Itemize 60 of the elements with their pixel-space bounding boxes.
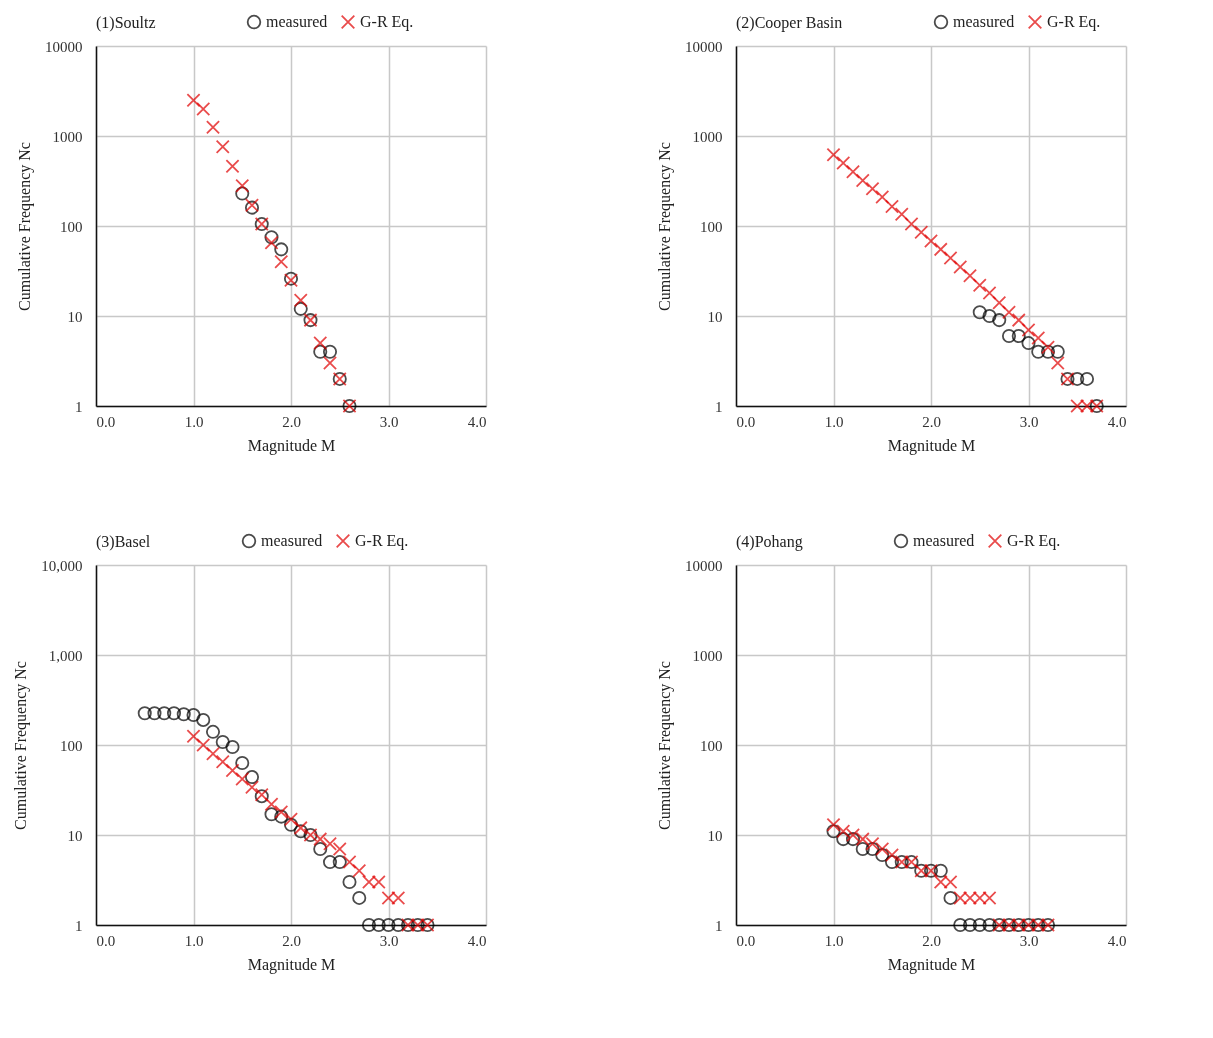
y-axis-title: Cumulative Frequency Nc — [12, 661, 31, 830]
x-tick-label: 4.0 — [1107, 932, 1127, 949]
y-tick-label: 1 — [75, 398, 83, 415]
x-axis-title: Magnitude M — [247, 436, 336, 455]
legend-label: G-R Eq. — [1007, 532, 1061, 551]
y-axis-title: Cumulative Frequency Nc — [656, 661, 674, 830]
x-tick-label: 0.0 — [736, 932, 756, 949]
x-tick-label: 0.0 — [96, 413, 116, 430]
x-tick-label: 1.0 — [184, 932, 204, 949]
x-axis-title: Magnitude M — [887, 436, 976, 455]
y-tick-label: 10000 — [685, 557, 723, 574]
legend-label: G-R Eq. — [360, 13, 414, 32]
y-tick-label: 1000 — [52, 128, 83, 145]
legend-label: G-R Eq. — [355, 532, 409, 551]
x-tick-label: 4.0 — [1107, 413, 1127, 430]
y-tick-label: 1 — [715, 917, 723, 934]
y-tick-label: 1,000 — [48, 647, 83, 664]
y-tick-label: 1000 — [692, 647, 723, 664]
x-tick-label: 2.0 — [922, 932, 941, 949]
legend-label: measured — [913, 532, 975, 550]
legend-label: measured — [261, 532, 323, 550]
y-tick-label: 10 — [707, 308, 723, 325]
x-tick-label: 2.0 — [282, 413, 301, 430]
y-tick-label: 10000 — [45, 38, 83, 55]
legend-label: measured — [953, 13, 1015, 31]
x-tick-label: 1.0 — [824, 932, 844, 949]
y-tick-label: 10,000 — [41, 557, 83, 574]
x-tick-label: 3.0 — [379, 413, 399, 430]
y-tick-label: 100 — [700, 218, 723, 235]
y-tick-label: 10 — [67, 827, 83, 844]
x-tick-label: 4.0 — [467, 413, 487, 430]
x-tick-label: 3.0 — [1019, 413, 1039, 430]
y-tick-label: 1 — [715, 398, 723, 415]
legend-label: measured — [266, 13, 328, 31]
chart-title: (1)Soultz — [96, 14, 156, 32]
x-tick-label: 0.0 — [96, 932, 116, 949]
y-axis-title: Cumulative Frequency Nc — [656, 142, 674, 311]
y-tick-label: 100 — [700, 737, 723, 754]
x-axis-title: Magnitude M — [887, 955, 976, 974]
chart-title: (2)Cooper Basin — [736, 14, 843, 32]
x-axis-title: Magnitude M — [247, 955, 336, 974]
y-tick-label: 10 — [707, 827, 723, 844]
chart-title: (4)Pohang — [736, 533, 803, 551]
x-tick-label: 3.0 — [379, 932, 399, 949]
y-tick-label: 100 — [60, 218, 83, 235]
x-tick-label: 1.0 — [184, 413, 204, 430]
x-tick-label: 0.0 — [736, 413, 756, 430]
chart-title: (3)Basel — [96, 533, 151, 551]
y-tick-label: 10 — [67, 308, 83, 325]
x-tick-label: 3.0 — [1019, 932, 1039, 949]
x-tick-label: 2.0 — [282, 932, 301, 949]
x-tick-label: 2.0 — [922, 413, 941, 430]
y-tick-label: 10000 — [685, 38, 723, 55]
y-axis-title: Cumulative Frequency Nc — [16, 142, 34, 311]
x-tick-label: 4.0 — [467, 932, 487, 949]
y-tick-label: 1 — [75, 917, 83, 934]
legend-label: G-R Eq. — [1047, 13, 1101, 32]
y-tick-label: 1000 — [692, 128, 723, 145]
x-tick-label: 1.0 — [824, 413, 844, 430]
y-tick-label: 100 — [60, 737, 83, 754]
